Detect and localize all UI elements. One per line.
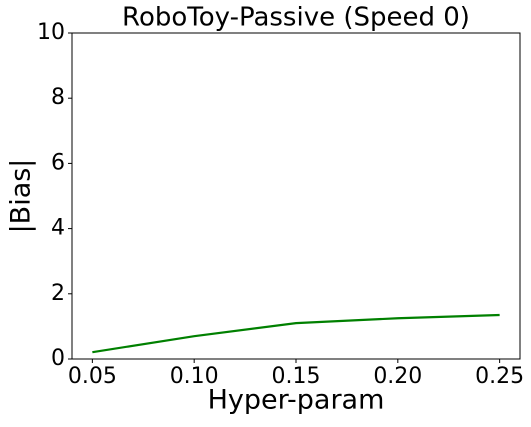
y-tick-label: 4 [51,216,65,241]
y-tick-label: 2 [51,281,65,306]
x-tick-label: 0.20 [373,364,422,389]
y-axis-label: |Bias| [6,159,37,234]
line-series [92,313,500,354]
chart-title: RoboToy-Passive (Speed 0) [122,3,470,33]
x-axis-label: Hyper-param [208,385,385,416]
axes-frame [71,32,521,360]
y-tick-label: 10 [37,20,65,45]
x-tick-label: 0.15 [272,364,321,389]
x-tick-label: 0.10 [170,364,219,389]
y-tick-label: 6 [51,150,65,175]
y-tick-label: 8 [51,85,65,110]
x-tick-label: 0.05 [68,364,117,389]
y-tick-label: 0 [51,346,65,371]
x-tick-label: 0.25 [475,364,524,389]
